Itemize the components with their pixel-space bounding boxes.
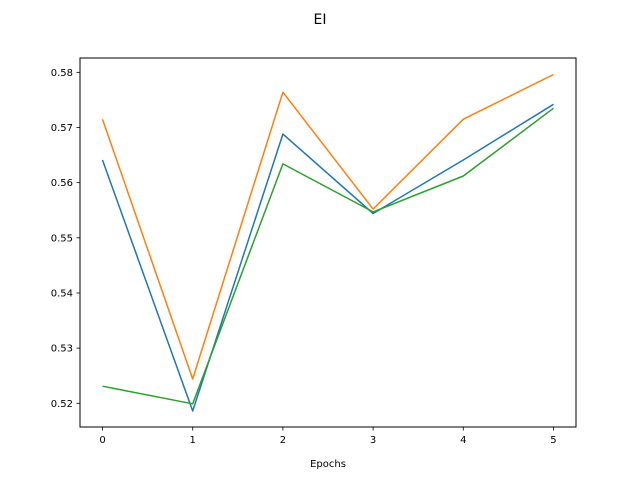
chart-title: EI	[314, 12, 327, 28]
x-tick-label: 3	[370, 435, 376, 446]
y-tick-label: 0.55	[51, 233, 73, 244]
series-line-1	[101, 103, 554, 412]
plot-frame	[79, 57, 577, 428]
y-tick-label: 0.53	[51, 344, 73, 355]
y-tick-label: 0.57	[51, 123, 73, 134]
series-line-3	[102, 107, 554, 405]
x-tick-label: 0	[99, 435, 105, 446]
y-tick-label: 0.54	[51, 288, 73, 299]
x-axis: 0 1 2 3 4 5	[99, 427, 557, 446]
x-axis-label: Epochs	[310, 459, 346, 470]
y-tick-label: 0.58	[51, 68, 73, 79]
series-line-2	[101, 73, 554, 380]
x-tick-label: 5	[550, 435, 556, 446]
x-tick-label: 1	[190, 435, 196, 446]
y-tick-label: 0.56	[51, 178, 73, 189]
x-tick-label: 4	[460, 435, 466, 446]
series-layer	[101, 73, 554, 412]
y-axis: 0.52 0.53 0.54 0.55 0.56 0.57 0.58	[51, 68, 80, 410]
x-tick-label: 2	[280, 435, 286, 446]
y-tick-label: 0.52	[51, 399, 73, 410]
